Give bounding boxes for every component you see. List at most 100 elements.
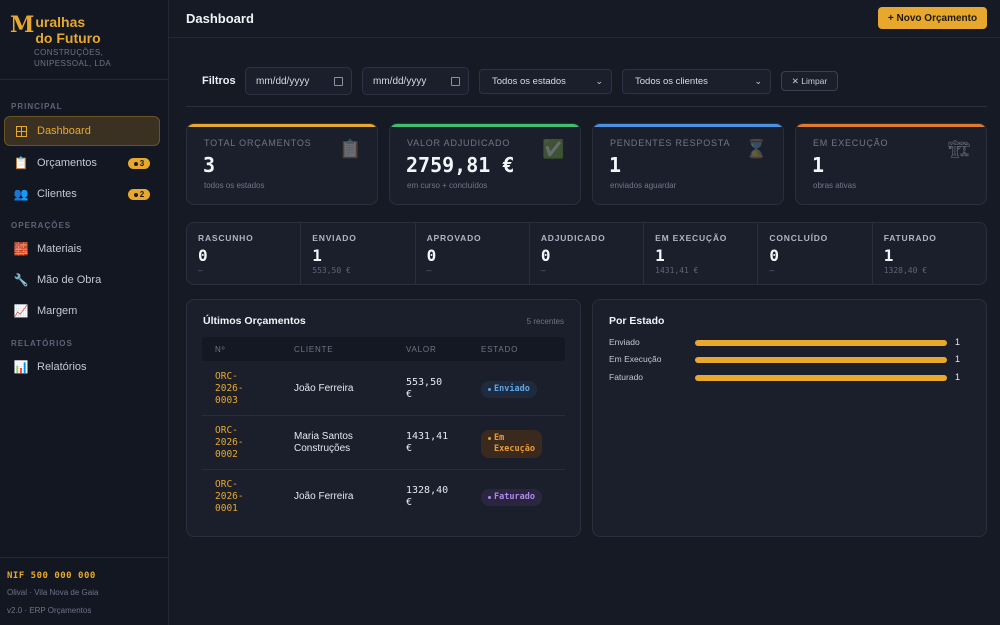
budget-number[interactable]: ORC- 2026- 0001 <box>215 479 244 514</box>
status-bar-row: Enviado 1 <box>609 337 965 349</box>
status-cell-concluido[interactable]: CONCLUÍDO 0 — <box>758 223 873 284</box>
status-count: 0 <box>426 246 437 265</box>
sidebar-item-clientes[interactable]: 👥 Clientes 2 <box>4 179 160 209</box>
status-count: 1 <box>883 246 894 265</box>
kpi-card-execucao: EM EXECUÇÃO 1 obras ativas 🏗 <box>795 123 987 205</box>
date-from-input[interactable]: mm/dd/yyyy <box>245 67 352 95</box>
panel-title: Últimos Orçamentos <box>203 315 306 327</box>
status-cell-aprovado[interactable]: APROVADO 0 — <box>416 223 530 284</box>
budget-number[interactable]: ORC- 2026- 0002 <box>215 425 244 460</box>
kpi-card-pendentes: PENDENTES RESPOSTA 1 enviados aguardar ⌛ <box>592 123 784 205</box>
client-name: João Ferreira <box>294 383 354 394</box>
status-bar-row: Faturado 1 <box>609 372 965 384</box>
clipboard-icon: 📋 <box>13 156 29 170</box>
client-name: João Ferreira <box>294 491 354 502</box>
status-cell-enviado[interactable]: ENVIADO 1 553,50 € <box>301 223 416 284</box>
clipboard-icon: 📋 <box>339 139 362 159</box>
chevron-down-icon: ⌄ <box>595 76 603 86</box>
table-row[interactable]: ORC- 2026- 0003 João Ferreira 553,50 € Envi… <box>202 362 565 416</box>
brand-name-line2: do Futuro <box>35 30 101 46</box>
brand-initial: M <box>10 12 35 38</box>
sidebar-item-label: Orçamentos <box>37 157 97 169</box>
kpi-card-total: TOTAL ORÇAMENTOS 3 todos os estados 📋 <box>186 123 378 205</box>
kpi-label: TOTAL ORÇAMENTOS <box>204 138 312 148</box>
sidebar-footer-divider <box>0 557 168 558</box>
brand-name-line1: uralhas <box>35 14 86 30</box>
table-row[interactable]: ORC- 2026- 0001 João Ferreira 1328,40 € Fat… <box>202 470 565 524</box>
client-select-value: Todos os clientes <box>635 76 708 87</box>
date-to-placeholder: mm/dd/yyyy <box>373 75 427 87</box>
status-bar-track <box>695 340 947 346</box>
status-cell-em-execucao[interactable]: EM EXECUÇÃO 1 1431,41 € <box>644 223 759 284</box>
grid-icon <box>13 123 29 139</box>
sidebar-item-mao-de-obra[interactable]: 🔧 Mão de Obra <box>4 265 160 295</box>
kpi-card-valor: VALOR ADJUDICADO 2759,81 € em curso + co… <box>389 123 581 205</box>
kpi-value: 1 <box>609 153 622 177</box>
status-bar-fill <box>695 375 947 381</box>
status-amount: — <box>769 266 775 275</box>
status-amount: — <box>198 266 203 275</box>
table-row[interactable]: ORC- 2026- 0002 Maria Santos Construções 14… <box>202 416 565 470</box>
column-header-status: ESTADO <box>481 345 519 354</box>
status-amount: 553,50 € <box>312 266 351 275</box>
sidebar-item-orcamentos[interactable]: 📋 Orçamentos 3 <box>4 148 160 178</box>
client-select[interactable]: Todos os clientes ⌄ <box>622 69 771 94</box>
status-amount: — <box>540 266 546 275</box>
calendar-icon[interactable] <box>451 77 460 86</box>
sidebar-item-dashboard[interactable]: Dashboard <box>4 116 160 146</box>
sidebar-item-label: Dashboard <box>37 125 91 137</box>
sidebar: M uralhas do Futuro CONSTRUÇÕES, UNIPESS… <box>0 0 169 625</box>
status-badge: Faturado <box>481 489 542 506</box>
section-label-principal: PRINCIPAL <box>11 102 63 111</box>
status-summary-strip: RASCUNHO 0 — ENVIADO 1 553,50 € APROVADO… <box>186 222 987 285</box>
table-header: Nº CLIENTE VALOR ESTADO <box>202 337 565 361</box>
status-select[interactable]: Todos os estados ⌄ <box>479 69 612 94</box>
status-label: EM EXECUÇÃO <box>655 233 728 243</box>
clear-filters-button[interactable]: ✕ Limpar <box>781 71 838 91</box>
status-cell-rascunho[interactable]: RASCUNHO 0 — <box>187 223 302 284</box>
sidebar-item-label: Relatórios <box>37 361 87 373</box>
date-from-placeholder: mm/dd/yyyy <box>256 75 310 87</box>
column-header-number: Nº <box>215 345 226 354</box>
kpi-value: 3 <box>203 153 216 177</box>
chevron-down-icon: ⌄ <box>754 76 762 86</box>
check-box-icon: ✅ <box>542 139 565 159</box>
bar-chart-icon: 📊 <box>13 360 29 374</box>
column-header-value: VALOR <box>406 345 437 354</box>
status-label: APROVADO <box>426 233 482 243</box>
status-label: FATURADO <box>883 233 937 243</box>
sidebar-item-label: Materiais <box>37 243 82 255</box>
section-label-operacoes: OPERAÇÕES <box>11 221 72 230</box>
status-count: 1 <box>655 246 665 265</box>
kpi-sub: obras ativas <box>813 181 857 190</box>
brand-sub-line2: UNIPESSOAL, LDA <box>34 59 112 68</box>
new-budget-button[interactable]: + Novo Orçamento <box>878 7 987 29</box>
client-name: Maria Santos Construções <box>294 431 353 454</box>
budget-number[interactable]: ORC- 2026- 0003 <box>215 371 244 406</box>
kpi-label: PENDENTES RESPOSTA <box>610 138 731 148</box>
company-location: Olival · Vila Nova de Gaia <box>7 588 99 597</box>
sidebar-item-margem[interactable]: 📈 Margem <box>4 296 160 326</box>
status-count: 1 <box>312 246 322 265</box>
status-label: RASCUNHO <box>198 233 254 243</box>
filters-label: Filtros <box>202 75 236 87</box>
chart-up-icon: 📈 <box>13 304 29 318</box>
app-version: v2.0 · ERP Orçamentos <box>7 606 92 615</box>
calendar-icon[interactable] <box>334 77 343 86</box>
company-nif: NIF 500 000 000 <box>7 571 96 581</box>
status-count: 0 <box>769 246 780 265</box>
sidebar-item-relatorios[interactable]: 📊 Relatórios <box>4 352 160 382</box>
status-badge: Em Execução <box>481 430 542 458</box>
date-to-input[interactable]: mm/dd/yyyy <box>362 67 469 95</box>
status-cell-faturado[interactable]: FATURADO 1 1328,40 € <box>873 223 986 284</box>
count-badge: 2 <box>128 189 150 200</box>
recent-budgets-panel: Últimos Orçamentos 5 recentes Nº CLIENTE… <box>186 299 581 537</box>
bricks-icon: 🧱 <box>13 242 29 256</box>
status-amount: 1431,41 € <box>655 266 699 275</box>
brand-logo[interactable]: M uralhas do Futuro CONSTRUÇÕES, UNIPESS… <box>10 14 111 68</box>
sidebar-item-materiais[interactable]: 🧱 Materiais <box>4 234 160 264</box>
status-cell-adjudicado[interactable]: ADJUDICADO 0 — <box>530 223 645 284</box>
status-amount: 1328,40 € <box>883 266 928 275</box>
status-count: 0 <box>198 246 208 265</box>
status-bar-count: 1 <box>955 337 961 347</box>
